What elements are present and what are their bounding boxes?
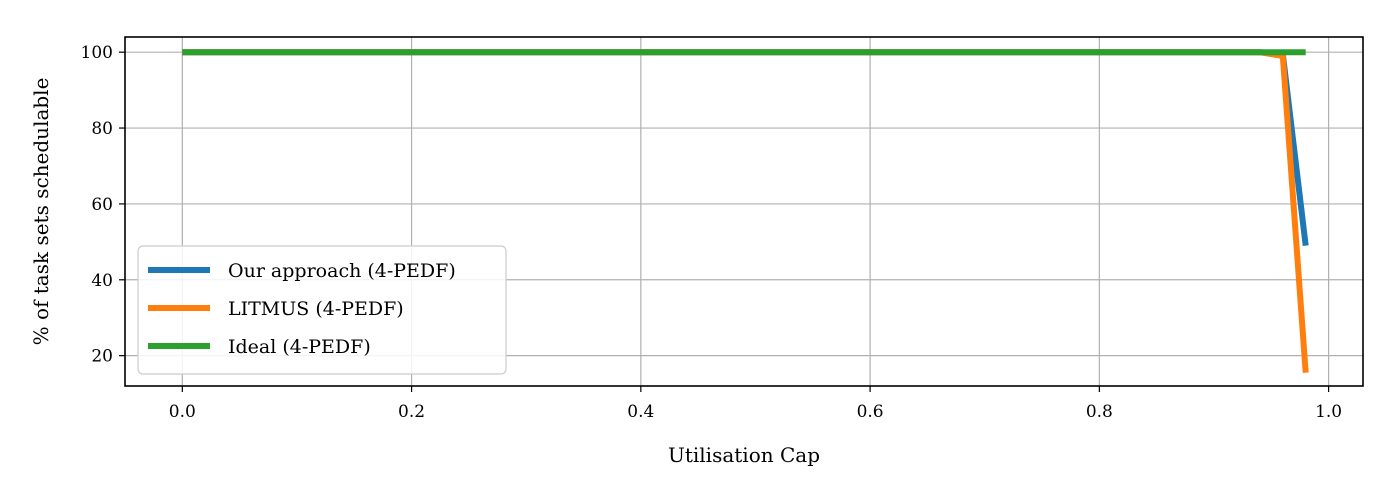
x-axis-ticks: 0.0 0.2 0.4 0.6 0.8 1.0 [169,386,1342,422]
y-tick-label: 60 [91,195,113,215]
y-axis-title: % of task sets schedulable [29,78,53,346]
legend-label: LITMUS (4-PEDF) [228,298,404,320]
x-axis-title: Utilisation Cap [668,443,820,467]
legend-label: Our approach (4-PEDF) [228,260,456,282]
x-tick-label: 0.0 [169,402,196,422]
x-tick-label: 0.6 [857,402,884,422]
y-axis-ticks: 20 40 60 80 100 [81,43,125,367]
x-tick-label: 0.4 [627,402,654,422]
x-tick-label: 1.0 [1315,402,1342,422]
y-tick-label: 20 [91,347,113,367]
series-line-1 [182,49,1309,246]
y-tick-label: 100 [81,43,113,63]
plot-frame [124,36,1364,387]
legend-label: Ideal (4-PEDF) [228,336,371,358]
x-tick-label: 0.2 [398,402,425,422]
series-lines [182,49,1309,373]
x-tick-label: 0.8 [1086,402,1113,422]
y-tick-label: 40 [91,271,113,291]
legend: Our approach (4-PEDF) LITMUS (4-PEDF) Idea… [137,245,507,375]
y-tick-label: 80 [91,119,113,139]
legend-box [137,245,507,375]
